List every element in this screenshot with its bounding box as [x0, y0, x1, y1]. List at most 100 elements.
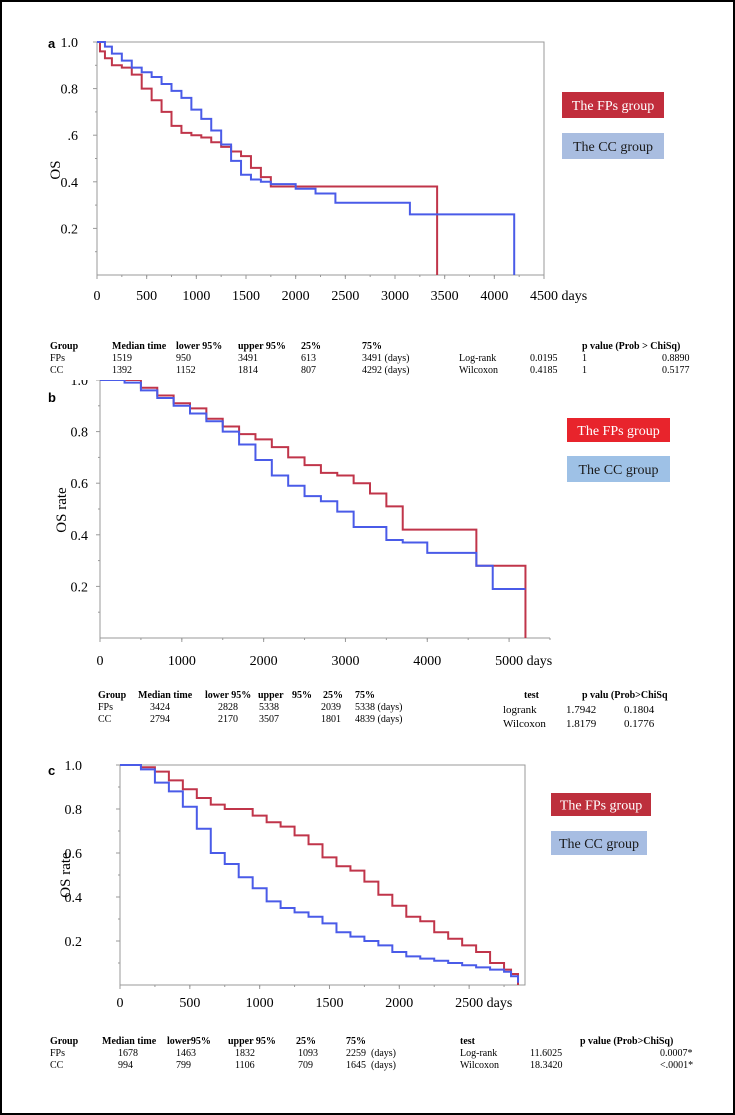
test-wilcoxon-chisq: 1.8179: [566, 718, 597, 730]
y-tick-label: 0.8: [65, 803, 83, 818]
legend-fps-box: [562, 92, 664, 118]
y-tick-label: 1.0: [61, 36, 79, 51]
y-tick-label: 0.2: [65, 935, 83, 950]
row-fps-group: FPs: [98, 702, 114, 713]
row-cc-lower: 1152: [176, 365, 196, 376]
row-cc-group: CC: [50, 1060, 64, 1071]
test-logrank-chisq: 0.0195: [530, 353, 558, 364]
y-tick-label: 1.0: [71, 380, 89, 389]
x-tick-label: 2000: [282, 289, 310, 304]
legend-cc-box: [551, 831, 647, 855]
x-tick-label: 3000: [331, 654, 359, 669]
y-tick-label: 0.2: [71, 580, 89, 595]
row-cc-median: 2794: [150, 714, 170, 725]
header-lower: lower 95%: [205, 690, 252, 701]
header-group: Group: [50, 341, 79, 352]
y-tick-label: 0.6: [71, 477, 89, 492]
header-25: 25%: [296, 1036, 316, 1047]
row-cc-group: CC: [50, 365, 64, 376]
x-tick-label: 1000: [168, 654, 196, 669]
row-cc-lower: 799: [176, 1060, 191, 1071]
x-tick-label: 1000: [246, 996, 274, 1011]
test-wilcoxon-chisq: 18.3420: [530, 1060, 563, 1071]
row-cc-75: 4839 (days): [355, 714, 403, 725]
km-chart-b: b 0 1000 2000 3000 4000 5000 days 0.2 0.4 0.6 0.8 1…: [48, 380, 670, 669]
row-fps-upper: 5338: [259, 702, 279, 713]
header-median: Median time: [138, 690, 193, 701]
header-pvalue: p valu (Prob>ChiSq: [582, 690, 668, 701]
row-fps-median: 1678: [118, 1048, 138, 1059]
test-wilcoxon-name: Wilcoxon: [459, 365, 499, 376]
panel-letter: a: [48, 36, 56, 51]
x-tick-label: 3000: [381, 289, 409, 304]
km-chart-c: c 0 500 1000 1500 2000 2500 days 0.2 0.4 0.6 0.8 1.…: [48, 759, 651, 1011]
row-fps-upper: 1832: [235, 1048, 255, 1059]
test-wilcoxon-p: 0.5177: [662, 365, 690, 376]
x-tick-label: 2500 days: [455, 996, 512, 1011]
km-chart-a: a 0 500 1000 1500 2000 2500 3000 3500 4000 4500 da…: [48, 36, 664, 304]
x-tick-label: 4000: [413, 654, 441, 669]
header-median: Median time: [102, 1036, 157, 1047]
row-fps-lower: 1463: [176, 1048, 196, 1059]
legend-fps-label: The FPs group: [560, 799, 642, 814]
series-fps-line: [100, 380, 527, 638]
test-wilcoxon-p: 0.1776: [624, 718, 655, 730]
row-fps-75: 5338 (days): [355, 702, 403, 713]
header-95: 95%: [292, 690, 312, 701]
stats-table-b: Group Median time lower 95% upper 95% 25…: [0, 690, 735, 730]
header-75: 75%: [355, 690, 375, 701]
row-cc-upper: 1106: [235, 1060, 255, 1071]
series-fps-line: [120, 764, 520, 985]
x-tick-label: 500: [179, 996, 200, 1011]
header-75: 75%: [362, 341, 382, 352]
legend-fps-label: The FPs group: [572, 99, 654, 114]
row-fps-lower: 2828: [218, 702, 238, 713]
row-fps-median: 1519: [112, 353, 132, 364]
series-cc-line: [120, 764, 520, 983]
row-cc-group: CC: [98, 714, 112, 725]
row-fps-upper: 3491: [238, 353, 258, 364]
header-group: Group: [50, 1036, 79, 1047]
y-axis-title: OS rate: [54, 487, 70, 533]
y-tick-label: .6: [68, 129, 79, 144]
test-logrank-chisq: 11.6025: [530, 1048, 563, 1059]
legend-cc-label: The CC group: [578, 463, 658, 478]
x-tick-label: 1500: [232, 289, 260, 304]
row-fps-median: 3424: [150, 702, 170, 713]
row-fps-group: FPs: [50, 353, 66, 364]
row-fps-group: FPs: [50, 1048, 66, 1059]
legend-cc-label: The CC group: [559, 837, 639, 852]
test-logrank-name: Log-rank: [459, 353, 497, 364]
stats-table-a: Group Median time lower 95% upper 95% 25…: [0, 341, 735, 381]
header-upper: upper 95%: [238, 341, 286, 352]
test-wilcoxon-name: Wilcoxon: [503, 718, 546, 730]
series-cc-line: [97, 41, 516, 275]
panel-letter: b: [48, 390, 56, 405]
row-cc-median: 1392: [112, 365, 132, 376]
y-tick-label: 0.4: [65, 891, 83, 906]
header-test: test: [460, 1036, 475, 1047]
test-wilcoxon-df: 1: [582, 365, 587, 376]
row-fps-75: 2259 (days): [346, 1048, 396, 1059]
x-tick-label: 5000 days: [495, 654, 552, 669]
row-cc-upper: 1814: [238, 365, 258, 376]
legend-cc-label: The CC group: [573, 140, 653, 155]
series-cc-line: [100, 380, 526, 590]
plot-frame: [119, 764, 526, 986]
x-tick-label: 4000: [480, 289, 508, 304]
row-cc-75: 1645 (days): [346, 1060, 396, 1071]
row-cc-25: 709: [298, 1060, 313, 1071]
header-25: 25%: [301, 341, 321, 352]
test-wilcoxon-name: Wilcoxon: [460, 1060, 500, 1071]
row-cc-75: 4292 (days): [362, 365, 410, 376]
header-group: Group: [98, 690, 127, 701]
row-cc-25: 807: [301, 365, 316, 376]
test-logrank-p: 0.0007*: [660, 1048, 693, 1059]
panel-letter: c: [48, 763, 55, 778]
row-fps-25: 2039: [321, 702, 341, 713]
x-tick-label: 1000: [182, 289, 210, 304]
x-tick-label: 3500: [431, 289, 459, 304]
row-fps-25: 613: [301, 353, 316, 364]
header-pvalue: p value (Prob > ChiSq): [582, 341, 681, 352]
y-tick-label: 0.8: [71, 426, 89, 441]
